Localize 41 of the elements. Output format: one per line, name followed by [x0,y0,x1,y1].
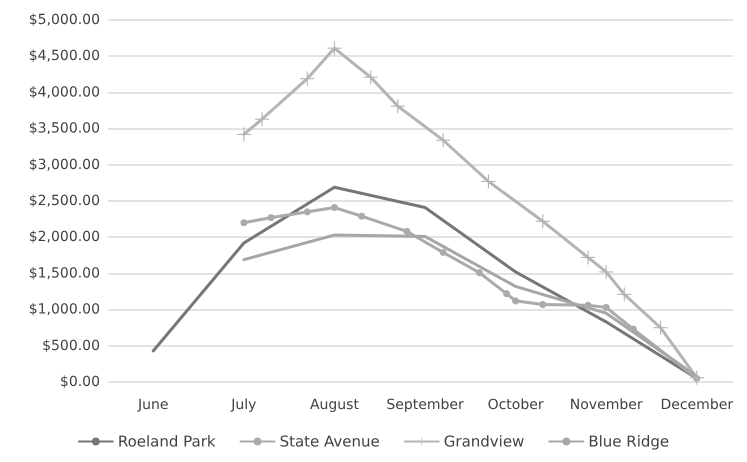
point [304,208,311,216]
point [440,248,447,256]
x-tick-label: October [488,397,544,413]
point [240,219,248,226]
point [654,320,668,335]
x-tick-label: December [660,397,734,413]
x-tick-label: August [310,397,360,413]
y-tick-label: $4,500.00 [28,48,100,64]
point [403,228,410,235]
y-tick-label: $5,000.00 [28,12,100,28]
legend-label: Roeland Park [118,432,216,450]
point [512,297,520,304]
point [602,304,610,311]
x-tick-label: November [570,397,643,413]
x-tick-label: July [230,397,256,413]
y-tick-label: $500.00 [42,338,100,354]
legend-label: State Avenue [280,432,380,450]
y-tick-label: $3,000.00 [28,156,100,173]
legend-label: Grandview [444,432,524,450]
point [503,290,510,298]
y-tick-label: $1,000.00 [28,302,100,318]
y-tick-label: $4,000.00 [28,84,100,100]
point [536,214,550,228]
x-tick-label: September [386,397,464,413]
point [327,41,342,56]
point [330,204,338,212]
y-tick-label: $3,500.00 [28,120,100,137]
point [690,370,704,385]
point [364,70,378,84]
y-tick-label: $2,500.00 [28,193,100,209]
y-tick-label: $1,500.00 [28,265,100,282]
y-tick-label: $2,000.00 [28,229,100,246]
x-tick-label: June [137,397,169,413]
point [617,287,632,302]
legend-label: Blue Ridge [588,432,670,450]
point [539,301,546,308]
point [300,72,314,86]
y-tick-label: $0.00 [60,374,100,390]
point [476,269,483,276]
point [358,212,366,220]
point [268,214,275,222]
